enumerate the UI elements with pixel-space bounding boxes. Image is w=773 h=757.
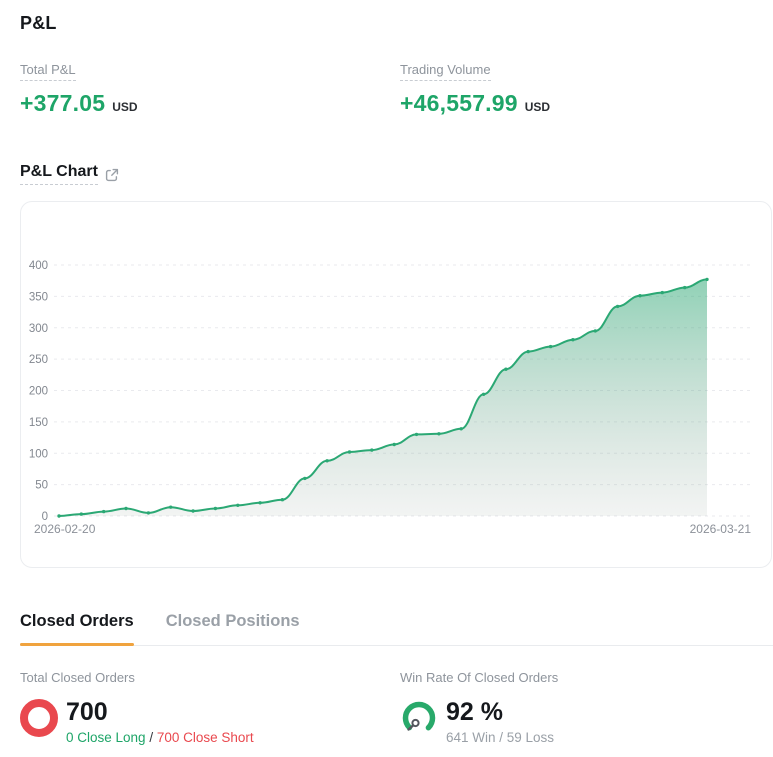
trading-volume-currency: USD [524, 100, 551, 114]
trading-volume-value: +46,557.99 [400, 90, 518, 116]
win-rate-stat: Win Rate Of Closed Orders 92 % 641 Win /… [400, 669, 773, 745]
total-closed-orders-value: 700 [66, 698, 108, 726]
gauge-icon [400, 699, 438, 742]
chart-title[interactable]: P&L Chart [20, 163, 98, 185]
closed-orders-panel: Total Closed Orders 700 0 Close Long / 7… [20, 669, 773, 745]
total-pnl-value: +377.05 [20, 90, 106, 116]
total-closed-orders-stat: Total Closed Orders 700 0 Close Long / 7… [20, 669, 400, 745]
chart-header: P&L Chart [20, 163, 773, 185]
svg-text:50: 50 [35, 480, 48, 492]
total-pnl-currency: USD [112, 100, 138, 114]
trading-volume-label[interactable]: Trading Volume [400, 62, 491, 81]
svg-text:150: 150 [29, 417, 48, 429]
win-rate-value: 92 % [446, 698, 503, 726]
svg-text:250: 250 [29, 354, 48, 366]
pnl-area-chart[interactable]: 0 50 100 150 200 250 300 350 400 2026-02-20 2026-0… [21, 202, 771, 567]
external-link-icon[interactable] [105, 168, 119, 182]
tab-closed-positions[interactable]: Closed Positions [165, 612, 300, 630]
total-pnl-stat: Total P&L +377.05 USD [20, 61, 400, 117]
pnl-chart-card[interactable]: 0 50 100 150 200 250 300 350 400 2026-02-20 2026-0… [20, 201, 772, 568]
close-short-count: 700 Close Short [156, 729, 254, 745]
summary-row: Total P&L +377.05 USD Trading Volume +46… [20, 61, 773, 117]
tab-bar: Closed Orders Closed Positions [20, 612, 773, 646]
total-pnl-label[interactable]: Total P&L [20, 62, 76, 81]
close-long-short-breakdown: 0 Close Long / 700 Close Short [66, 730, 254, 745]
svg-text:100: 100 [29, 448, 48, 460]
svg-text:200: 200 [29, 386, 48, 398]
total-closed-orders-label: Total Closed Orders [20, 670, 135, 685]
svg-text:300: 300 [29, 323, 48, 335]
trading-volume-stat: Trading Volume +46,557.99 USD [400, 61, 773, 117]
svg-text:2026-02-20: 2026-02-20 [34, 522, 96, 536]
svg-text:2026-03-21: 2026-03-21 [690, 522, 752, 536]
svg-text:400: 400 [29, 260, 48, 272]
close-long-count: 0 Close Long [66, 729, 146, 745]
breakdown-separator: / [145, 729, 157, 745]
win-rate-label: Win Rate Of Closed Orders [400, 670, 559, 685]
page-title: P&L [20, 13, 57, 33]
svg-text:350: 350 [29, 291, 48, 303]
win-loss-detail: 641 Win / 59 Loss [446, 729, 555, 745]
red-donut-icon [20, 699, 58, 742]
svg-text:0: 0 [42, 511, 48, 523]
tab-closed-orders[interactable]: Closed Orders [20, 612, 134, 646]
